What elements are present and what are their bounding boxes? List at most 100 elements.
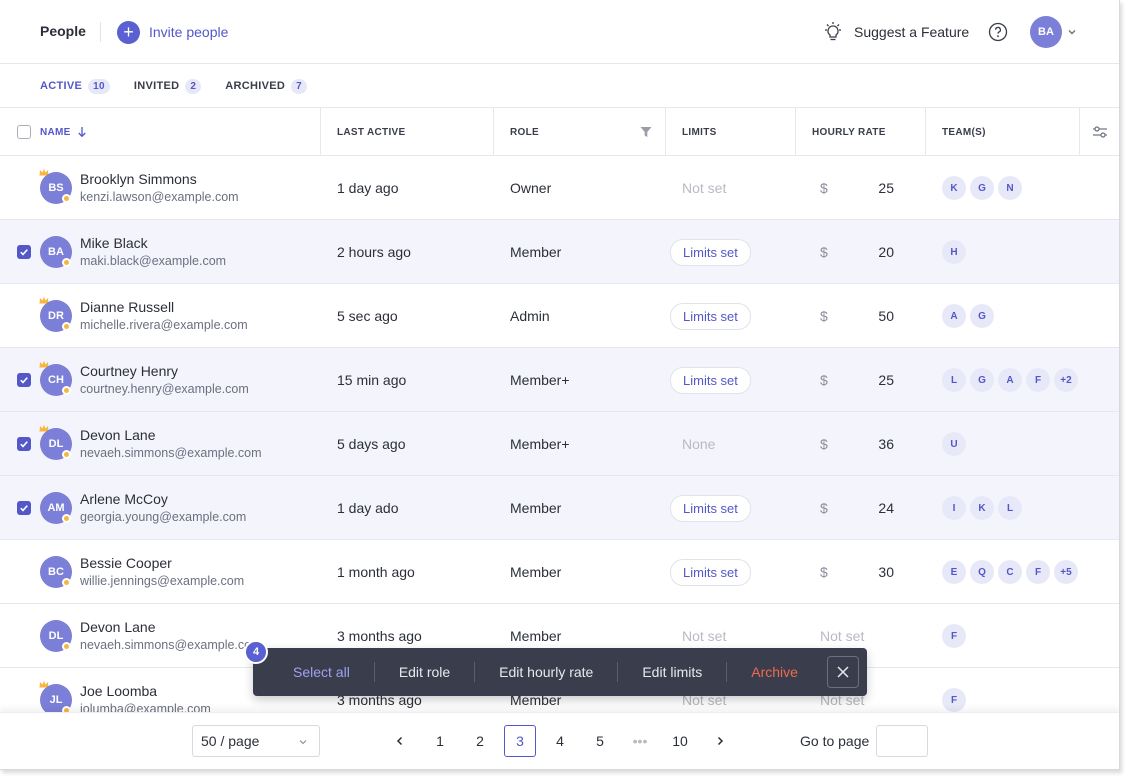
table-row[interactable]: DR Dianne Russell michelle.rivera@example.… [0, 284, 1119, 348]
pagination-footer: 50 / page 1 2 3 4 5 ••• 10 Go to page [0, 712, 1119, 769]
team-badge[interactable]: U [942, 432, 966, 456]
column-name-sort[interactable]: NAME [40, 108, 87, 156]
column-header-last-active[interactable]: LAST ACTIVE [337, 126, 406, 138]
prev-page-button[interactable] [384, 725, 416, 757]
page-button[interactable]: 10 [672, 733, 688, 749]
team-badge[interactable]: K [970, 496, 994, 520]
limits-set-pill[interactable]: Limits set [670, 558, 751, 586]
archive-button[interactable]: Archive [751, 664, 798, 680]
person-email: georgia.young@example.com [80, 510, 247, 524]
team-badge[interactable]: Q [970, 560, 994, 584]
row-checkbox[interactable] [17, 501, 31, 515]
teams-cell: F [942, 668, 966, 732]
team-badge[interactable]: G [970, 304, 994, 328]
column-header-limits[interactable]: LIMITS [682, 126, 717, 138]
edit-limits-button[interactable]: Edit limits [618, 662, 728, 682]
column-header-role[interactable]: ROLE [510, 126, 539, 138]
user-avatar[interactable]: BA [1030, 16, 1062, 48]
page-button[interactable]: 3 [504, 725, 536, 757]
table-row[interactable]: DL Devon Lane nevaeh.simmons@example.com 5 … [0, 412, 1119, 476]
team-badge[interactable]: N [998, 176, 1022, 200]
team-badge[interactable]: G [970, 368, 994, 392]
limits-set-pill[interactable]: Limits set [670, 366, 751, 394]
role-cell[interactable]: Member [510, 500, 562, 516]
person-name[interactable]: Dianne Russell [80, 299, 175, 315]
role-cell[interactable]: Member+ [510, 436, 570, 452]
person-name[interactable]: Bessie Cooper [80, 555, 172, 571]
person-email: maki.black@example.com [80, 254, 227, 268]
suggest-feature-button[interactable]: Suggest a Feature [822, 20, 969, 44]
team-badge[interactable]: +2 [1054, 368, 1078, 392]
role-cell[interactable]: Member [510, 244, 562, 260]
table-row[interactable]: AM Arlene McCoy georgia.young@example.com 1… [0, 476, 1119, 540]
per-page-select[interactable]: 50 / page [192, 725, 320, 757]
person-name[interactable]: Devon Lane [80, 427, 156, 443]
limits-set-pill[interactable]: Limits set [670, 302, 751, 330]
row-checkbox[interactable] [17, 437, 31, 451]
column-header-teams[interactable]: TEAM(S) [942, 126, 986, 138]
tab-archived[interactable]: ARCHIVED 7 [225, 64, 307, 108]
page-button[interactable]: 5 [596, 733, 604, 749]
table-row[interactable]: DL Devon Lane nevaeh.simmons@example.com 3 … [0, 604, 1119, 668]
select-all-button[interactable]: Select all [253, 662, 375, 682]
role-cell[interactable]: Member [510, 564, 562, 580]
team-badge[interactable]: F [942, 624, 966, 648]
team-badge[interactable]: I [942, 496, 966, 520]
edit-hourly-rate-button[interactable]: Edit hourly rate [475, 662, 619, 682]
team-badge[interactable]: F [1026, 560, 1050, 584]
currency-symbol: $ [820, 500, 828, 516]
row-checkbox[interactable] [17, 245, 31, 259]
team-badge[interactable]: +5 [1054, 560, 1078, 584]
role-cell[interactable]: Admin [510, 308, 550, 324]
team-badge[interactable]: A [998, 368, 1022, 392]
invite-people-button[interactable]: + Invite people [117, 20, 228, 44]
column-settings-icon[interactable] [1092, 125, 1108, 139]
go-to-page-input[interactable] [876, 725, 928, 757]
team-badge[interactable]: L [942, 368, 966, 392]
row-checkbox[interactable] [17, 373, 31, 387]
role-cell[interactable]: Owner [510, 180, 552, 196]
person-name[interactable]: Devon Lane [80, 619, 156, 635]
role-cell[interactable]: Member+ [510, 372, 570, 388]
team-badge[interactable]: K [942, 176, 966, 200]
person-name[interactable]: Joe Loomba [80, 683, 158, 699]
table-row[interactable]: BA Mike Black maki.black@example.com 2 hour… [0, 220, 1119, 284]
chevron-down-icon[interactable] [1066, 26, 1078, 38]
help-icon[interactable] [988, 22, 1008, 42]
team-badge[interactable]: F [1026, 368, 1050, 392]
team-badge[interactable]: H [942, 240, 966, 264]
hourly-rate-cell: 24 [878, 500, 894, 516]
person-email: courtney.henry@example.com [80, 382, 249, 396]
team-badge[interactable]: E [942, 560, 966, 584]
team-badge[interactable]: G [970, 176, 994, 200]
team-badge[interactable]: C [998, 560, 1022, 584]
page-button[interactable]: 1 [436, 733, 444, 749]
team-badge[interactable]: L [998, 496, 1022, 520]
role-cell[interactable]: Member [510, 628, 562, 644]
column-header-hourly-rate[interactable]: HOURLY RATE [812, 126, 886, 138]
person-name[interactable]: Arlene McCoy [80, 491, 168, 507]
filter-icon[interactable] [640, 126, 652, 138]
divider [100, 22, 101, 42]
team-badge[interactable]: F [942, 688, 966, 712]
tab-invited[interactable]: INVITED 2 [134, 64, 202, 108]
person-name[interactable]: Brooklyn Simmons [80, 171, 197, 187]
table-row[interactable]: CH Courtney Henry courtney.henry@example.c… [0, 348, 1119, 412]
go-to-page-label: Go to page [800, 733, 870, 749]
page-button[interactable]: 2 [476, 733, 484, 749]
limits-set-pill[interactable]: Limits set [670, 238, 751, 266]
select-all-checkbox[interactable] [17, 108, 31, 156]
team-badge[interactable]: A [942, 304, 966, 328]
tab-active[interactable]: ACTIVE 10 [40, 64, 110, 109]
edit-role-button[interactable]: Edit role [375, 662, 476, 682]
next-page-button[interactable] [704, 725, 736, 757]
page-button[interactable]: 4 [556, 733, 564, 749]
table-row[interactable]: BS Brooklyn Simmons kenzi.lawson@example.c… [0, 156, 1119, 220]
limits-set-pill[interactable]: Limits set [670, 494, 751, 522]
table-row[interactable]: BC Bessie Cooper willie.jennings@example.c… [0, 540, 1119, 604]
person-name[interactable]: Mike Black [80, 235, 148, 251]
person-name[interactable]: Courtney Henry [80, 363, 179, 379]
close-bulk-bar-button[interactable] [827, 656, 859, 688]
role-cell[interactable]: Member [510, 692, 562, 708]
